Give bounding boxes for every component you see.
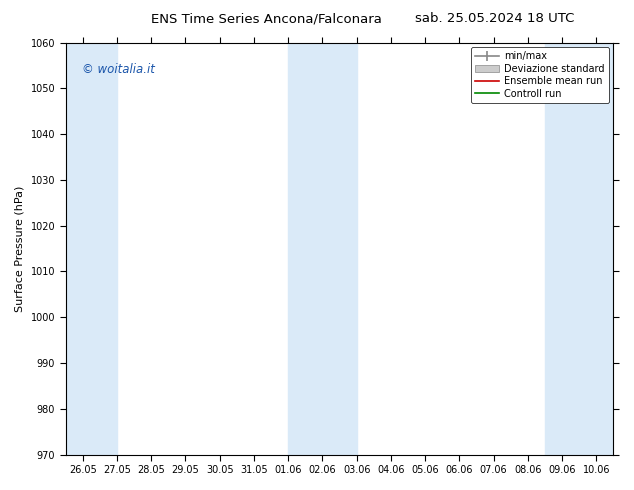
Text: ENS Time Series Ancona/Falconara: ENS Time Series Ancona/Falconara: [151, 12, 382, 25]
Bar: [288, 43, 357, 455]
Text: sab. 25.05.2024 18 UTC: sab. 25.05.2024 18 UTC: [415, 12, 574, 25]
Bar: [65, 43, 117, 455]
Text: © woitalia.it: © woitalia.it: [82, 63, 155, 76]
Y-axis label: Surface Pressure (hPa): Surface Pressure (hPa): [15, 185, 25, 312]
Legend: min/max, Deviazione standard, Ensemble mean run, Controll run: min/max, Deviazione standard, Ensemble m…: [471, 48, 609, 102]
Bar: [545, 43, 614, 455]
